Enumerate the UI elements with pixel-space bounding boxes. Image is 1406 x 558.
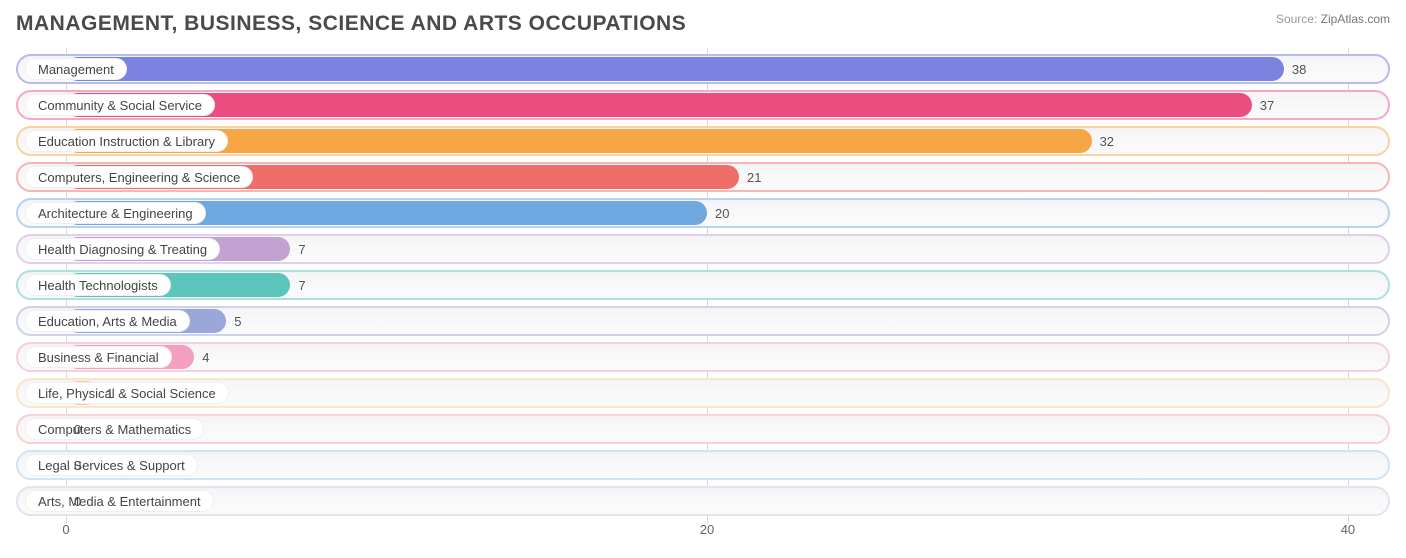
bar-fill: [66, 93, 1252, 117]
chart-title: MANAGEMENT, BUSINESS, SCIENCE AND ARTS O…: [16, 12, 686, 36]
bar-value-label: 20: [707, 198, 729, 228]
bar-row: Education, Arts & Media 5: [16, 306, 1390, 336]
bar-label-pill: Business & Financial: [25, 346, 172, 368]
bar-rows: Management 38 Community & Social Service 37…: [16, 54, 1390, 516]
bar-row: Community & Social Service 37: [16, 90, 1390, 120]
bar-value-label: 0: [66, 450, 81, 480]
bar-label-pill: Legal Services & Support: [25, 454, 198, 476]
bar-value-label: 0: [66, 486, 81, 516]
bar-row: Life, Physical & Social Science1: [16, 378, 1390, 408]
bar-label-pill: Education, Arts & Media: [25, 310, 190, 332]
bar-label-pill: Health Diagnosing & Treating: [25, 238, 220, 260]
bar-value-label: 7: [290, 270, 305, 300]
bar-label-pill: Arts, Media & Entertainment: [25, 490, 214, 512]
bar-value-label: 5: [226, 306, 241, 336]
bar-value-label: 38: [1284, 54, 1306, 84]
bar-row: Health Technologists 7: [16, 270, 1390, 300]
x-axis: 0 20 40: [16, 522, 1390, 544]
bar-label-pill: Education Instruction & Library: [25, 130, 228, 152]
bar-row: Business & Financial 4: [16, 342, 1390, 372]
bar-value-label: 32: [1092, 126, 1114, 156]
source-site: ZipAtlas.com: [1321, 12, 1390, 26]
bar-label-pill: Computers & Mathematics: [25, 418, 204, 440]
chart-source: Source: ZipAtlas.com: [1276, 12, 1390, 28]
x-tick: 20: [700, 522, 714, 537]
bar-track: [16, 450, 1390, 480]
bar-label-pill: Health Technologists: [25, 274, 171, 296]
bar-track: [16, 342, 1390, 372]
bar-row: Arts, Media & Entertainment0: [16, 486, 1390, 516]
bar-row: Health Diagnosing & Treating 7: [16, 234, 1390, 264]
chart-area: Management 38 Community & Social Service 37…: [16, 54, 1390, 544]
bar-row: Management 38: [16, 54, 1390, 84]
bar-fill: [66, 57, 1284, 81]
bar-value-label: 7: [290, 234, 305, 264]
bar-label-pill: Management: [25, 58, 127, 80]
bar-label-pill: Computers, Engineering & Science: [25, 166, 253, 188]
x-tick: 0: [62, 522, 69, 537]
bar-value-label: 37: [1252, 90, 1274, 120]
bar-track: [16, 414, 1390, 444]
chart-header: MANAGEMENT, BUSINESS, SCIENCE AND ARTS O…: [16, 12, 1390, 36]
bar-track: [16, 486, 1390, 516]
source-label: Source:: [1276, 12, 1317, 26]
bar-row: Computers, Engineering & Science 21: [16, 162, 1390, 192]
bar-label-pill: Community & Social Service: [25, 94, 215, 116]
bar-value-label: 4: [194, 342, 209, 372]
x-tick: 40: [1341, 522, 1355, 537]
bar-row: Legal Services & Support0: [16, 450, 1390, 480]
bar-value-label: 1: [98, 378, 113, 408]
bar-label-pill: Architecture & Engineering: [25, 202, 206, 224]
bar-value-label: 0: [66, 414, 81, 444]
bar-row: Computers & Mathematics0: [16, 414, 1390, 444]
bar-label-pill: Life, Physical & Social Science: [25, 382, 229, 404]
bar-row: Architecture & Engineering 20: [16, 198, 1390, 228]
bar-row: Education Instruction & Library 32: [16, 126, 1390, 156]
bar-value-label: 21: [739, 162, 761, 192]
